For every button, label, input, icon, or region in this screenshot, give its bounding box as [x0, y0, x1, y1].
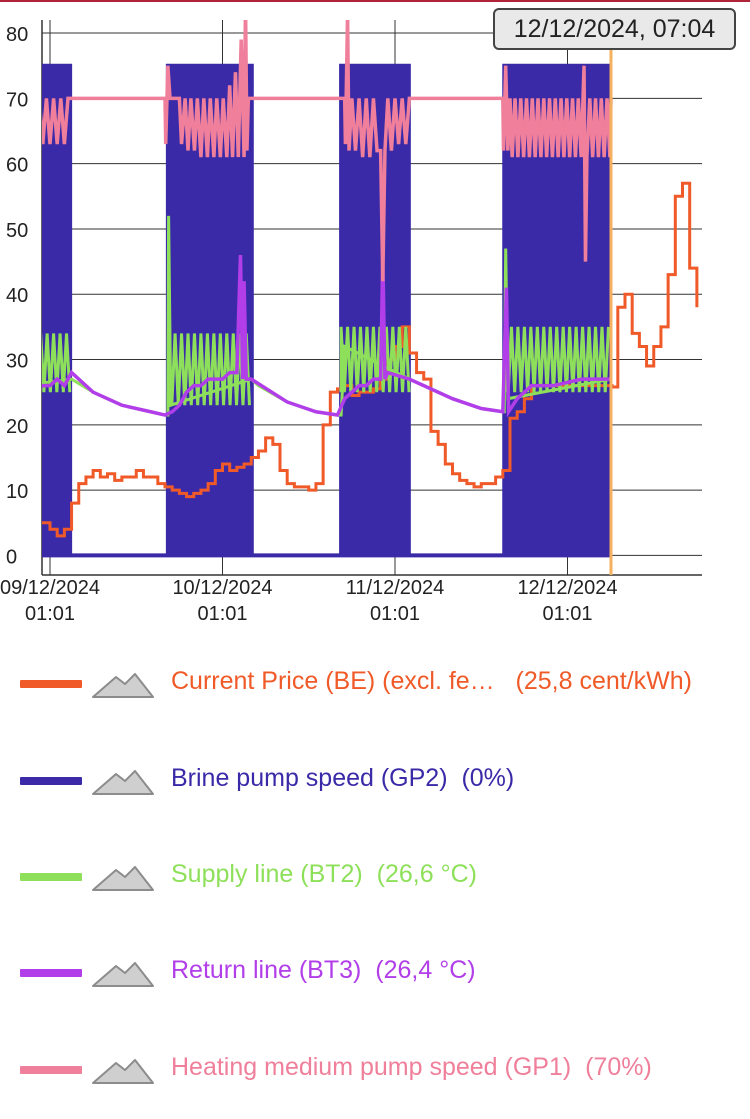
y-tick-label: 30: [6, 351, 28, 373]
chart-area[interactable]: 0 10 20 30 40 50 60 70 80 09/12/2024 01:01 10/12/20…: [0, 0, 750, 630]
legend-value: (0%): [461, 764, 515, 792]
series-color-swatch: [20, 873, 82, 881]
x-tick-label: 11/12/2024: [346, 577, 445, 599]
y-tick-label: 80: [6, 24, 28, 46]
series-color-swatch: [20, 969, 82, 977]
x-tick-label: 01:01: [542, 603, 592, 625]
legend-label: Supply line (BT2): [171, 860, 363, 888]
series-color-swatch: [20, 680, 82, 688]
crosshair-tooltip: 12/12/2024, 07:04: [493, 8, 736, 50]
y-tick-label: 40: [6, 285, 28, 307]
mountain-icon[interactable]: [92, 1049, 154, 1085]
legend-label: Brine pump speed (GP2): [171, 764, 448, 792]
mountain-icon[interactable]: [92, 856, 154, 892]
legend-item-return-line[interactable]: Return line (BT3) (26,4 °C): [0, 942, 750, 1002]
legend-item-brine-pump[interactable]: Brine pump speed (GP2) (0%): [0, 750, 750, 810]
mountain-icon[interactable]: [92, 760, 154, 796]
mountain-icon[interactable]: [92, 952, 154, 988]
legend-value: (70%): [585, 1053, 652, 1081]
x-tick-label: 01:01: [25, 603, 75, 625]
y-tick-label: 60: [6, 155, 28, 177]
y-tick-label: 50: [6, 220, 28, 242]
legend-item-heating-pump[interactable]: Heating medium pump speed (GP1) (70%): [0, 1039, 750, 1099]
y-tick-label: 10: [6, 481, 28, 503]
legend-value: (26,4 °C): [375, 956, 476, 984]
legend-label: Current Price (BE) (excl. fe…: [171, 667, 495, 695]
legend-item-current-price[interactable]: Current Price (BE) (excl. fe… (25,8 cent…: [0, 653, 750, 713]
y-tick-label: 70: [6, 89, 28, 111]
mountain-icon[interactable]: [92, 663, 154, 699]
plot-series-group: [42, 20, 699, 558]
series-line-brine-pump: [42, 63, 612, 558]
x-tick-label: 01:01: [370, 603, 420, 625]
x-tick-label: 12/12/2024: [517, 577, 617, 599]
x-tick-label: 01:01: [197, 603, 247, 625]
legend-label: Heating medium pump speed (GP1): [171, 1053, 572, 1081]
x-tick-label: 09/12/2024: [0, 577, 100, 599]
series-color-swatch: [20, 777, 82, 785]
top-accent-line: [0, 0, 750, 2]
series-color-swatch: [20, 1066, 82, 1074]
x-tick-label: 10/12/2024: [172, 577, 272, 599]
series-line-heating-pump: [42, 20, 613, 282]
series-line-return-line: [42, 255, 611, 418]
y-tick-label: 20: [6, 416, 28, 438]
legend-value: (25,8 cent/kWh): [515, 667, 692, 695]
series-band-supply-line: [42, 326, 610, 406]
legend-value: (26,6 °C): [376, 860, 477, 888]
y-tick-label: 0: [6, 546, 17, 568]
legend-label: Return line (BT3): [171, 956, 362, 984]
legend-item-supply-line[interactable]: Supply line (BT2) (26,6 °C): [0, 846, 750, 906]
